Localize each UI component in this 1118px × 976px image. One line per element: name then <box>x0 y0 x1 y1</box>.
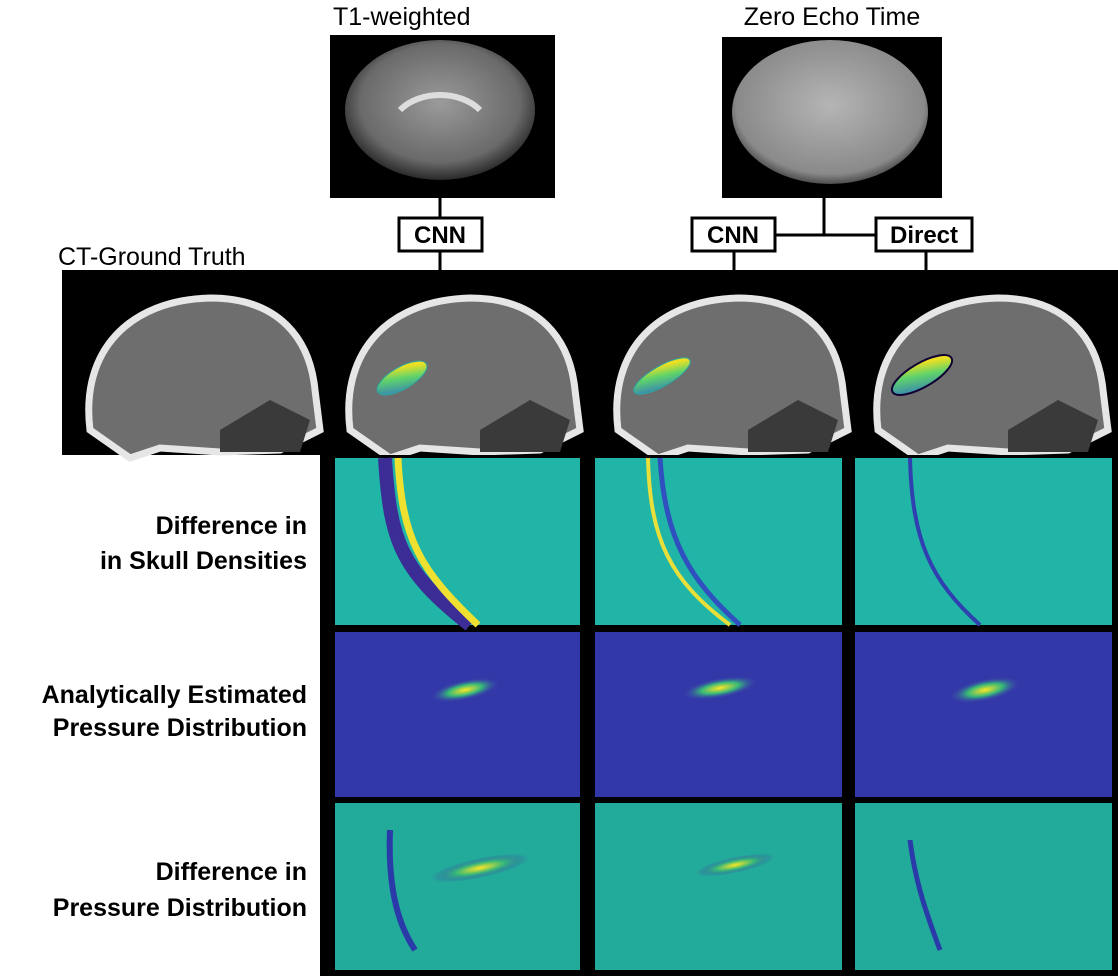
zte-brain <box>732 40 928 184</box>
focus <box>890 354 954 396</box>
row-label: Difference in <box>156 512 307 540</box>
row-label: Pressure Distribution <box>53 894 307 922</box>
input-label: T1-weighted <box>333 3 471 31</box>
method-box <box>874 216 974 253</box>
reference-label: CT-Ground Truth <box>58 243 246 271</box>
stripe <box>657 457 742 627</box>
stripe <box>386 829 418 952</box>
method-label: CNN <box>414 222 466 249</box>
row-label: Analytically Estimated <box>42 681 307 709</box>
focus <box>949 676 1021 704</box>
connectors <box>438 198 928 270</box>
panel <box>595 632 842 797</box>
stripe <box>907 839 943 951</box>
row-label: Difference in <box>156 858 307 886</box>
method-box <box>690 216 777 253</box>
stripe <box>646 457 732 627</box>
row-label: in Skull Densities <box>100 547 307 575</box>
stripe <box>394 457 481 628</box>
panel-row <box>335 632 1112 797</box>
row-label: Pressure Distribution <box>53 714 307 742</box>
panel <box>595 458 842 625</box>
panel <box>335 632 580 797</box>
method-box <box>397 216 484 253</box>
t1-brain <box>345 40 535 180</box>
panel-row <box>335 803 1112 970</box>
stripe <box>378 457 475 631</box>
input-label: Zero Echo Time <box>744 3 920 31</box>
panel <box>855 458 1112 625</box>
pattern <box>695 853 775 877</box>
panel <box>335 458 580 625</box>
method-label: Direct <box>890 222 958 249</box>
panel <box>335 803 580 970</box>
panel <box>855 632 1112 797</box>
stripe <box>908 457 982 627</box>
focus <box>682 676 758 700</box>
focus <box>376 360 428 396</box>
pattern <box>431 853 529 883</box>
focus <box>633 357 691 395</box>
method-label: CNN <box>707 222 759 249</box>
t1-detail <box>397 92 483 113</box>
panel <box>855 803 1112 970</box>
panel <box>595 803 842 970</box>
panel-row <box>335 457 1112 631</box>
focus <box>430 677 500 703</box>
